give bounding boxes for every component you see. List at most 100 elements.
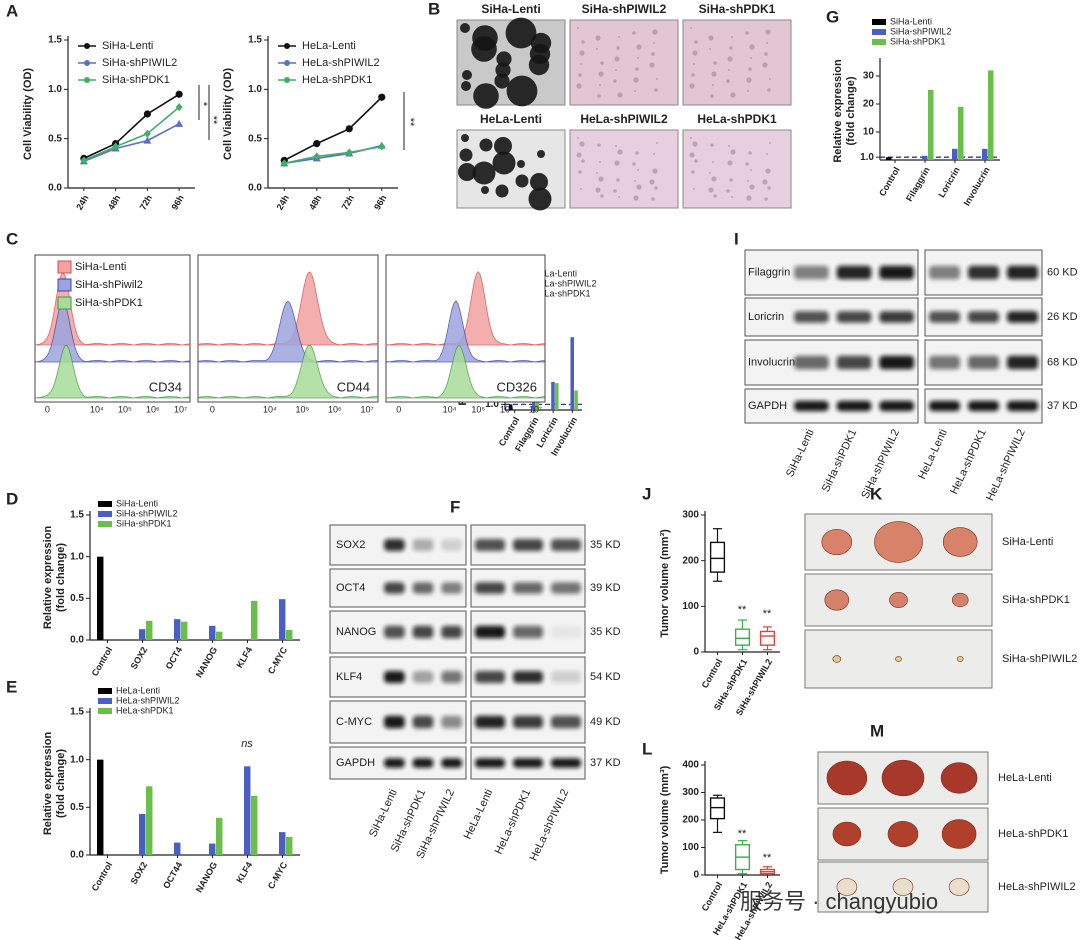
colony xyxy=(528,187,552,211)
tumor xyxy=(895,656,902,662)
colony xyxy=(651,197,655,201)
legend-label: SiHa-shPIWIL2 xyxy=(890,26,952,36)
colony xyxy=(637,169,639,171)
colony xyxy=(729,46,733,50)
colony xyxy=(730,92,736,98)
colony xyxy=(730,149,736,155)
legend-label: HeLa-shPDK1 xyxy=(533,288,591,298)
y-axis-label: Relative expression xyxy=(42,526,54,630)
legend-swatch xyxy=(57,260,72,274)
y-tick-label: 300 xyxy=(682,787,699,798)
colony xyxy=(613,189,617,193)
marker-label: CD44 xyxy=(337,379,370,394)
histogram xyxy=(385,271,546,346)
colony xyxy=(750,57,752,59)
blot-band xyxy=(513,671,543,683)
blot-band xyxy=(475,715,505,729)
flow-tick-label: 10⁷ xyxy=(529,404,542,414)
colony xyxy=(616,46,620,50)
y-tick-label: 0.5 xyxy=(48,133,62,144)
colony xyxy=(473,83,499,109)
bar xyxy=(952,148,958,160)
colony xyxy=(709,48,711,50)
flow-tick-label: 10⁵ xyxy=(296,404,310,414)
tumor xyxy=(832,655,842,663)
colony xyxy=(617,92,623,98)
colony xyxy=(460,23,470,33)
colony xyxy=(581,159,585,163)
y-tick-label: 0.5 xyxy=(70,802,84,813)
colony xyxy=(577,27,579,29)
point xyxy=(280,159,288,168)
legend-label: SiHa-shPIWIL2 xyxy=(116,508,178,518)
colony xyxy=(517,160,525,168)
colonies xyxy=(458,134,552,211)
tumor xyxy=(940,762,978,794)
legend-marker xyxy=(284,60,290,66)
blot-band xyxy=(441,625,462,639)
colony xyxy=(745,162,749,166)
bar xyxy=(535,396,540,410)
y-tick-label: 1.5 xyxy=(70,707,84,718)
colony xyxy=(595,187,601,193)
tumor xyxy=(824,589,850,611)
bar xyxy=(251,600,258,640)
blot-band xyxy=(968,400,999,412)
y-tick-label: 0 xyxy=(693,870,699,881)
protein-label: GAPDH xyxy=(336,757,375,769)
colonies xyxy=(689,137,771,201)
colony xyxy=(690,27,692,29)
tumor xyxy=(826,760,868,796)
colony xyxy=(615,69,617,71)
blot-band xyxy=(384,715,405,729)
image-label: SiHa-shPDK1 xyxy=(699,2,776,16)
colony xyxy=(651,52,655,56)
point xyxy=(345,125,353,133)
histogram xyxy=(385,345,546,399)
legend-marker xyxy=(284,43,290,49)
size-label: 37 KD xyxy=(590,757,621,769)
panel-letter: G xyxy=(826,7,839,26)
bar xyxy=(982,148,988,160)
tumor xyxy=(881,759,925,797)
size-label: 68 KD xyxy=(1047,356,1078,368)
blot-band xyxy=(929,355,960,370)
blot-band xyxy=(1007,311,1038,323)
legend-label: SiHa-Lenti xyxy=(890,16,932,26)
blot-band xyxy=(879,265,914,280)
protein-label: Involucrin xyxy=(748,356,795,368)
panel-letter: I xyxy=(734,229,739,248)
y-tick-label: 400 xyxy=(682,760,699,771)
point xyxy=(143,110,151,118)
colony xyxy=(728,69,730,71)
flow-tick-label: 10⁴ xyxy=(90,404,104,414)
size-label: 39 KD xyxy=(590,582,621,594)
blot-band xyxy=(475,539,505,551)
tumor xyxy=(889,592,908,608)
flow-tick-label: 10⁵ xyxy=(471,404,485,414)
y-axis-label: (fold change) xyxy=(55,543,67,612)
bar xyxy=(97,556,104,640)
legend-label: SiHa-shPDK1 xyxy=(75,297,143,309)
colony xyxy=(653,42,655,44)
bar xyxy=(958,106,964,160)
colony xyxy=(599,84,601,86)
blot-band xyxy=(441,671,462,683)
colony xyxy=(691,73,695,77)
colony xyxy=(769,142,771,144)
colony xyxy=(530,173,548,191)
size-label: 35 KD xyxy=(590,626,621,638)
colony xyxy=(496,51,512,67)
blot-band xyxy=(513,715,543,729)
bar xyxy=(146,786,153,855)
series-line xyxy=(83,93,180,160)
colony xyxy=(709,172,711,174)
colony xyxy=(748,67,752,71)
colony xyxy=(632,162,636,166)
size-label: 26 KD xyxy=(1047,311,1078,323)
colony xyxy=(479,138,493,152)
annotation: * xyxy=(197,102,209,107)
blot-band xyxy=(836,265,872,280)
colony xyxy=(596,48,598,50)
